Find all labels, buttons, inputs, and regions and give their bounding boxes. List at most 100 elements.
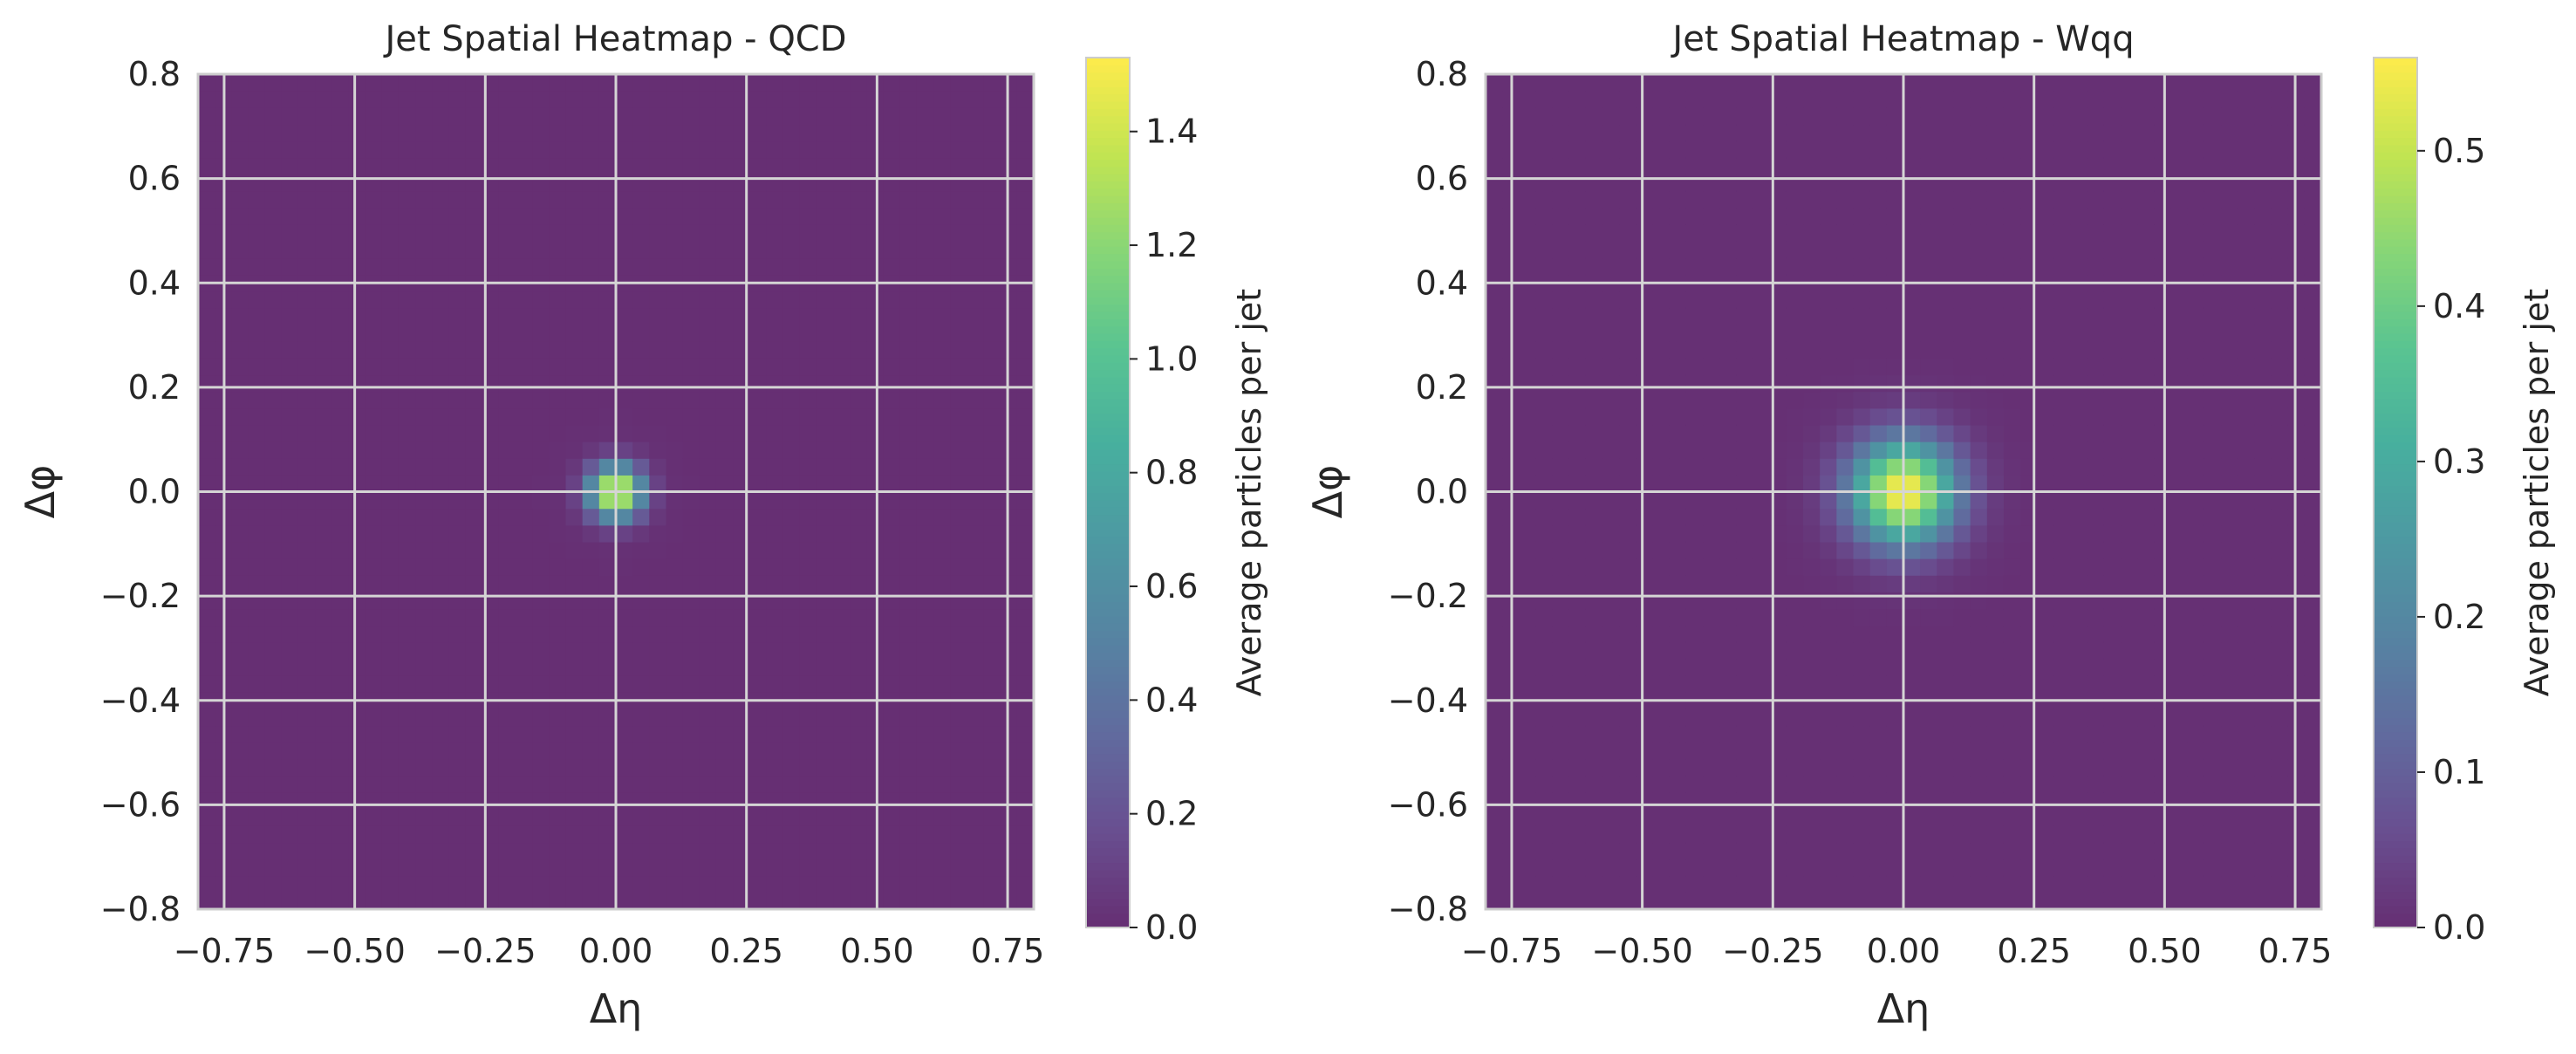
heatmap-cell xyxy=(1685,625,1704,643)
heatmap-cell xyxy=(1585,809,1603,826)
heatmap-cell xyxy=(1886,407,1904,426)
heatmap-cell xyxy=(866,341,885,359)
heatmap-cell xyxy=(967,859,985,877)
heatmap-cell xyxy=(1836,758,1855,777)
heatmap-cell xyxy=(264,174,283,192)
colorbar-segment xyxy=(1086,709,1130,718)
heatmap-cell xyxy=(1953,441,1971,459)
heatmap-cell xyxy=(1568,792,1587,810)
heatmap-cell xyxy=(682,658,700,676)
heatmap-cell xyxy=(682,541,700,559)
heatmap-cell xyxy=(1820,241,1837,259)
heatmap-cell xyxy=(315,575,332,592)
heatmap-cell xyxy=(2187,558,2205,576)
heatmap-cell xyxy=(899,742,918,760)
heatmap-cell xyxy=(1920,758,1937,777)
heatmap-cell xyxy=(983,809,1001,826)
heatmap-cell xyxy=(582,208,600,225)
colorbar-segment xyxy=(1086,181,1130,189)
colorbar-segment xyxy=(1086,593,1130,602)
heatmap-cell xyxy=(549,541,567,559)
heatmap-cell xyxy=(365,74,383,92)
heatmap-cell xyxy=(2037,742,2055,760)
colorbar-segment xyxy=(1086,869,1130,878)
heatmap-cell xyxy=(799,140,817,159)
heatmap-cell xyxy=(1619,157,1637,175)
heatmap-cell xyxy=(1970,157,1988,175)
heatmap-cell xyxy=(1685,775,1704,793)
heatmap-cell xyxy=(565,758,584,777)
heatmap-cell xyxy=(2037,725,2055,743)
heatmap-cell xyxy=(1903,224,1921,242)
heatmap-cell xyxy=(231,358,249,376)
heatmap-cell xyxy=(1886,575,1904,592)
heatmap-cell xyxy=(916,508,934,526)
heatmap-cell xyxy=(766,658,784,676)
heatmap-cell xyxy=(2037,441,2055,459)
heatmap-cell xyxy=(1568,859,1587,877)
heatmap-cell xyxy=(1920,241,1937,259)
colorbar-segment xyxy=(1086,514,1130,523)
heatmap-cell xyxy=(2238,190,2255,209)
heatmap-cell xyxy=(749,775,768,793)
heatmap-cell xyxy=(448,307,467,325)
heatmap-cell xyxy=(365,809,383,826)
heatmap-cell xyxy=(565,608,584,626)
heatmap-cell xyxy=(1568,74,1587,92)
heatmap-cell xyxy=(398,575,416,592)
heatmap-cell xyxy=(1602,524,1620,543)
heatmap-cell xyxy=(1903,391,1921,409)
heatmap-cell xyxy=(365,792,383,810)
colorbar-segment xyxy=(1086,427,1130,435)
heatmap-cell xyxy=(532,190,550,209)
heatmap-cell xyxy=(1669,524,1687,543)
heatmap-cell xyxy=(1552,725,1570,743)
heatmap-cell xyxy=(2121,859,2138,877)
heatmap-cell xyxy=(1486,224,1503,242)
heatmap-cell xyxy=(1953,190,1971,209)
heatmap-cell xyxy=(1585,491,1603,510)
heatmap-cell xyxy=(1016,91,1035,108)
heatmap-cell xyxy=(315,541,332,559)
heatmap-cell xyxy=(1886,174,1904,192)
heatmap-cell xyxy=(198,224,215,242)
heatmap-cell xyxy=(1986,341,2005,359)
heatmap-cell xyxy=(816,625,834,643)
colorbar-segment xyxy=(1086,854,1130,864)
heatmap-cell xyxy=(1753,524,1771,543)
heatmap-cell xyxy=(1937,792,1955,810)
heatmap-cell xyxy=(2137,241,2155,259)
heatmap-cell xyxy=(1736,641,1754,660)
heatmap-cell xyxy=(1636,325,1654,342)
heatmap-cell xyxy=(297,892,316,910)
heatmap-cell xyxy=(1636,341,1654,359)
heatmap-cell xyxy=(415,742,433,760)
heatmap-cell xyxy=(1669,441,1687,459)
heatmap-cell xyxy=(616,524,633,543)
heatmap-cell xyxy=(950,124,967,142)
heatmap-cell xyxy=(883,575,901,592)
heatmap-cell xyxy=(1986,792,2005,810)
heatmap-cell xyxy=(1719,424,1737,442)
colorbar-label: Average particles per jet xyxy=(1230,289,1268,696)
heatmap-cell xyxy=(1970,441,1988,459)
heatmap-cell xyxy=(1836,491,1855,510)
heatmap-cell xyxy=(1903,91,1921,108)
heatmap-cell xyxy=(198,892,215,910)
x-tick-label: −0.75 xyxy=(174,932,275,970)
heatmap-cell xyxy=(1803,758,1821,777)
heatmap-cell xyxy=(715,157,734,175)
heatmap-cell xyxy=(2137,875,2155,893)
heatmap-cell xyxy=(699,875,717,893)
heatmap-cell xyxy=(2053,809,2072,826)
heatmap-cell xyxy=(532,742,550,760)
heatmap-cell xyxy=(866,157,885,175)
heatmap-cell xyxy=(598,208,617,225)
heatmap-cell xyxy=(231,391,249,409)
heatmap-cell xyxy=(448,842,467,860)
heatmap-cell xyxy=(1585,208,1603,225)
heatmap-cell xyxy=(1568,758,1587,777)
heatmap-cell xyxy=(2154,541,2172,559)
heatmap-cell xyxy=(1636,558,1654,576)
heatmap-cell xyxy=(348,725,366,743)
